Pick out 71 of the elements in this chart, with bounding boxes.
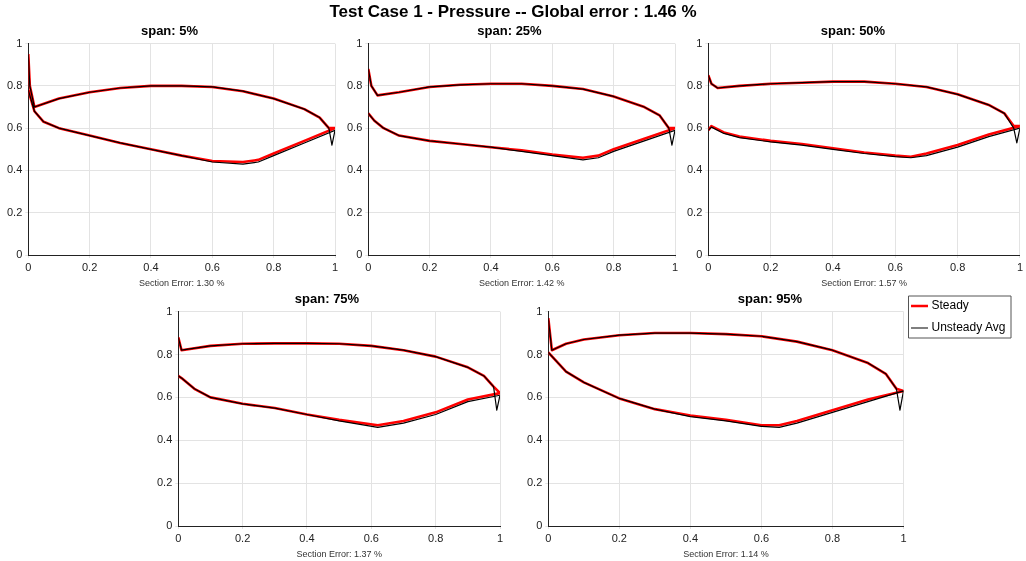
y-tick-label: 0.8 xyxy=(686,78,703,91)
x-tick-label: 0.2 xyxy=(234,531,251,544)
x-tick-label: 0 xyxy=(705,260,712,273)
x-tick-label: 0.2 xyxy=(81,260,98,273)
y-tick-label: 0.2 xyxy=(6,205,23,218)
x-tick-label: 0.2 xyxy=(762,260,779,273)
y-tick-label: 0.4 xyxy=(526,433,543,446)
x-tick-label: 0.6 xyxy=(204,260,220,273)
y-tick-label: 0.6 xyxy=(156,390,173,403)
y-tick-label: 0.8 xyxy=(156,347,173,360)
x-axis-title: Section Error: 1.37 % xyxy=(296,549,382,560)
x-tick-label: 0.6 xyxy=(887,260,903,273)
y-tick-label: 0.4 xyxy=(686,163,703,176)
x-tick-label: 0.4 xyxy=(299,531,315,544)
y-tick-label: 0 xyxy=(16,248,23,261)
legend-label: Unsteady Avg xyxy=(931,320,1006,335)
x-tick-label: 1 xyxy=(1016,260,1023,273)
x-tick-label: 1 xyxy=(900,531,907,544)
x-tick-label: 0.6 xyxy=(544,260,560,273)
chart-title: span: 95% xyxy=(737,291,803,307)
x-axis-title: Section Error: 1.57 % xyxy=(821,278,907,289)
y-tick-label: 0.4 xyxy=(346,163,363,176)
y-tick-label: 0.2 xyxy=(156,476,173,489)
x-axis-title: Section Error: 1.42 % xyxy=(478,278,565,289)
y-tick-label: 1 xyxy=(536,304,543,317)
chart-title: span: 50% xyxy=(820,23,886,39)
y-tick-label: 0.8 xyxy=(346,78,363,91)
x-tick-label: 0.8 xyxy=(428,531,444,544)
x-tick-label: 0.8 xyxy=(949,260,966,273)
x-tick-label: 0.6 xyxy=(753,531,770,544)
x-tick-label: 0.4 xyxy=(143,260,159,273)
x-tick-label: 0.8 xyxy=(824,531,841,544)
y-tick-label: 0.8 xyxy=(526,347,543,360)
chart-title: span: 75% xyxy=(294,291,360,307)
y-tick-label: 0.6 xyxy=(6,121,23,134)
y-tick-label: 1 xyxy=(356,36,363,49)
y-tick-label: 1 xyxy=(166,304,173,317)
x-tick-label: 0.2 xyxy=(611,531,627,544)
y-tick-label: 0.6 xyxy=(346,121,363,134)
y-tick-label: 0.4 xyxy=(156,433,173,446)
text: Test Case 1 - Pressure -- Global error : 1.46 % xyxy=(328,2,698,22)
x-tick-label: 1 xyxy=(331,260,339,273)
y-tick-label: 0 xyxy=(166,519,173,532)
x-tick-label: 1 xyxy=(496,531,504,544)
y-tick-label: 1 xyxy=(696,36,703,49)
y-tick-label: 1 xyxy=(16,36,23,49)
x-tick-label: 0 xyxy=(545,531,552,544)
x-axis-title: Section Error: 1.30 % xyxy=(138,278,225,289)
x-tick-label: 1 xyxy=(671,260,679,273)
x-tick-label: 0.8 xyxy=(606,260,622,273)
y-tick-label: 0.4 xyxy=(6,163,23,176)
x-tick-label: 0 xyxy=(175,531,182,544)
legend-label: Steady xyxy=(931,298,969,313)
y-tick-label: 0 xyxy=(536,519,543,532)
x-tick-label: 0.4 xyxy=(483,260,499,273)
y-tick-label: 0 xyxy=(356,248,363,261)
y-tick-label: 0.6 xyxy=(686,121,703,134)
y-tick-label: 0.6 xyxy=(526,390,543,403)
x-axis-title: Section Error: 1.14 % xyxy=(683,549,769,560)
chart-title: span: 25% xyxy=(477,23,543,39)
x-tick-label: 0.8 xyxy=(266,260,282,273)
x-tick-label: 0.2 xyxy=(421,260,438,273)
x-tick-label: 0 xyxy=(365,260,372,273)
x-tick-label: 0 xyxy=(25,260,32,273)
y-tick-label: 0.2 xyxy=(526,476,543,489)
y-tick-label: 0.2 xyxy=(346,205,363,218)
y-tick-label: 0 xyxy=(696,248,703,261)
x-tick-label: 0.4 xyxy=(825,260,841,273)
y-tick-label: 0.8 xyxy=(6,78,23,91)
chart-title: span: 5% xyxy=(140,23,199,39)
y-tick-label: 0.2 xyxy=(686,205,703,218)
